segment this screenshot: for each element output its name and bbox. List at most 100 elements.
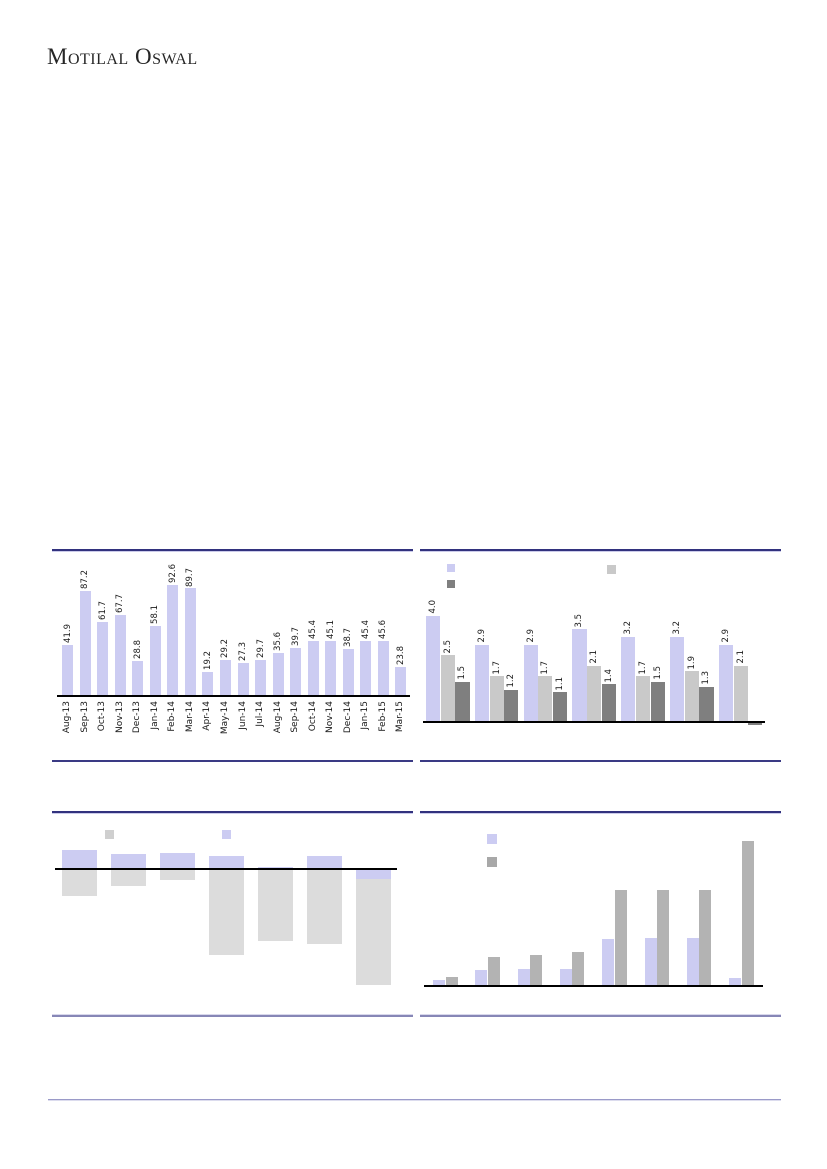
bar-value-label: 29.2 [220,639,231,659]
x-tick-label: Mar-15 [395,701,406,733]
bar-value-label: 1.2 [506,673,517,688]
bar [114,614,126,695]
bar-value-label: 1.5 [457,666,468,680]
bar [733,665,748,721]
bar [167,584,179,695]
x-tick-label: Sep-14 [290,701,301,733]
bar-value-label: 41.9 [62,624,73,644]
bar [237,662,249,695]
bar [741,841,754,985]
x-axis-line [55,868,397,870]
bar [538,676,553,721]
bar [325,641,337,695]
bar [160,870,195,880]
chart-grouped-two-series [420,811,781,1017]
bar [553,692,568,721]
bar [602,939,615,985]
bar-value-label: 1.3 [701,671,712,685]
bar [219,660,231,695]
bar [635,676,651,721]
bar-value-label: 19.2 [202,651,213,671]
bar [307,870,342,944]
bar [307,641,319,695]
bar [255,659,267,695]
bar-value-label: 1.9 [686,655,697,670]
chart-overlapped-posneg [52,811,413,1017]
bar [718,644,733,721]
bar [699,686,714,721]
bar-value-label: 45.4 [360,620,371,640]
bar [504,689,519,721]
x-tick-label: Aug-13 [62,701,72,734]
bar [290,647,302,695]
bar-value-label: 2.9 [525,629,536,643]
bar-value-label: 28.8 [132,639,143,659]
bar-value-label: 1.5 [652,666,663,680]
chart-monthly-bars: 41.9 Aug-13 87.2 Sep-13 61.7 Oct-13 67.7 Nov-13… [52,549,413,762]
chart-grouped-two-series-plot [420,813,781,1015]
x-tick-label: Jul-14 [255,701,266,727]
bar-value-label: 23.8 [395,645,406,665]
bar-value-label: 92.6 [167,564,178,583]
bar [356,870,391,879]
bar [111,854,146,868]
bar-value-label: 45.4 [308,620,319,640]
bar [356,870,391,985]
bar-value-label: 2.1 [735,650,746,664]
bar [272,652,284,695]
x-tick-label: Oct-14 [307,701,318,732]
bar-value-label: 27.3 [238,641,248,661]
x-tick-label: Apr-14 [202,701,213,731]
bar-value-label: 45.1 [325,620,336,640]
bar [62,850,97,868]
x-axis-line [424,985,763,987]
bar-value-label: 4.0 [428,600,438,614]
bar [440,655,455,721]
bar [342,649,354,695]
bar [686,938,699,985]
bar [572,629,587,721]
x-tick-label: Nov-13 [114,701,125,734]
bar [572,952,585,985]
bar [670,637,685,721]
bar [455,681,470,721]
bar [489,676,504,721]
chart-monthly-bars-plot: 41.9 Aug-13 87.2 Sep-13 61.7 Oct-13 67.7 Nov-13… [52,551,413,760]
bar-value-label: 61.7 [97,600,108,620]
bar [160,853,195,868]
bar [209,870,244,955]
bar [62,870,97,896]
bar-value-label: 1.7 [491,660,502,675]
x-axis-line [57,695,410,697]
bar [360,641,372,695]
bar-value-label: 38.7 [343,628,354,648]
bar [614,890,627,985]
bar [644,938,657,985]
bar-value-label: 2.5 [442,639,453,654]
footer-divider [48,1099,781,1101]
bar-value-label: 2.9 [476,629,487,643]
bar [699,890,712,985]
bar [258,870,293,941]
company-logo: Motilal Oswal [47,44,198,69]
bar [209,856,244,868]
bar-value-label: 45.6 [378,619,389,639]
bar-value-label: 39.7 [290,626,301,646]
legend-swatch-gray [487,857,497,867]
chart-grouped-three-series: 4.0 2.9 2.9 3.5 3.2 3.2 2.9 2.5 1.7 1.7 2.1 1.7 1.9 2… [420,549,781,762]
x-tick-label: Feb-14 [167,701,178,732]
bar [517,969,530,985]
x-tick-label: Aug-14 [272,701,283,734]
bar-value-label: 3.5 [574,613,585,628]
bar-value-label: 3.2 [672,621,682,635]
x-tick-label: Sep-13 [79,701,90,733]
x-tick-label: Dec-14 [342,701,353,734]
bar [62,645,73,695]
bar [729,978,742,985]
legend-swatch-dark-gray [447,580,455,588]
bar [474,644,489,721]
bar-value-label: 1.1 [555,676,565,691]
x-tick-label: Nov-14 [325,701,336,734]
chart-grouped-three-series-plot: 4.0 2.9 2.9 3.5 3.2 3.2 2.9 2.5 1.7 1.7 2.1 1.7 1.9 2… [420,551,781,760]
x-tick-label: Oct-13 [97,701,108,732]
